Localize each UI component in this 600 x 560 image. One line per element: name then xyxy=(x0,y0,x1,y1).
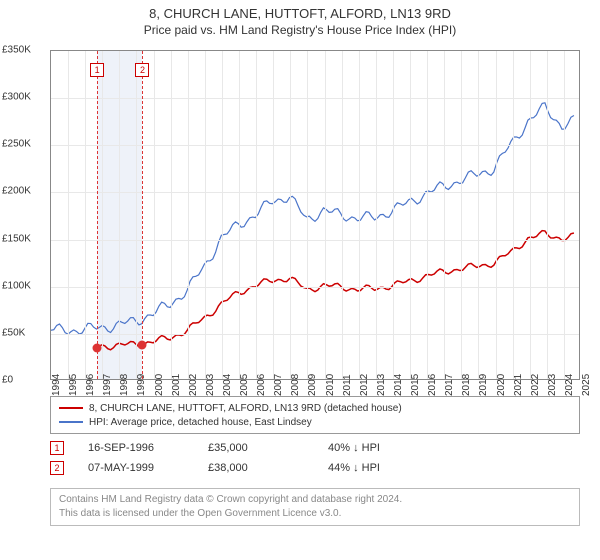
sales-row-delta: 40% ↓ HPI xyxy=(328,442,448,454)
legend-label-hpi: HPI: Average price, detached house, East… xyxy=(89,417,312,428)
x-axis-label: 1996 xyxy=(85,374,96,396)
x-axis-label: 2005 xyxy=(239,374,250,396)
sales-row: 2 07-MAY-1999£38,00044% ↓ HPI xyxy=(50,458,580,478)
sale-line xyxy=(97,51,98,379)
legend-swatch-price xyxy=(59,407,83,409)
line-series-layer xyxy=(51,51,579,379)
series-price xyxy=(97,231,574,350)
license-line-1: Contains HM Land Registry data © Crown c… xyxy=(59,493,571,507)
legend-swatch-hpi xyxy=(59,421,83,423)
x-axis-label: 2020 xyxy=(496,374,507,396)
x-axis-label: 2002 xyxy=(188,374,199,396)
x-axis-label: 2013 xyxy=(376,374,387,396)
x-axis-label: 2015 xyxy=(410,374,421,396)
x-axis-label: 1994 xyxy=(51,374,62,396)
x-axis-label: 2009 xyxy=(307,374,318,396)
x-axis-label: 2003 xyxy=(205,374,216,396)
x-axis-label: 2011 xyxy=(342,374,353,396)
chart-subtitle: Price paid vs. HM Land Registry's House … xyxy=(0,23,600,37)
license-line-2: This data is licensed under the Open Gov… xyxy=(59,507,571,521)
x-axis-label: 2019 xyxy=(478,374,489,396)
y-axis-label: £300K xyxy=(2,92,31,103)
legend-row-hpi: HPI: Average price, detached house, East… xyxy=(59,415,571,429)
y-axis-label: £100K xyxy=(2,280,31,291)
x-axis-label: 2007 xyxy=(273,374,284,396)
sales-row: 1 16-SEP-1996£35,00040% ↓ HPI xyxy=(50,438,580,458)
chart-container: 8, CHURCH LANE, HUTTOFT, ALFORD, LN13 9R… xyxy=(0,0,600,560)
license-box: Contains HM Land Registry data © Crown c… xyxy=(50,488,580,526)
x-axis-label: 2016 xyxy=(427,374,438,396)
plot-area: 1994199519961997199819992000200120022003… xyxy=(50,50,580,380)
legend-row-price: 8, CHURCH LANE, HUTTOFT, ALFORD, LN13 9R… xyxy=(59,401,571,415)
x-axis-label: 1998 xyxy=(119,374,130,396)
y-axis-label: £150K xyxy=(2,233,31,244)
sale-line xyxy=(142,51,143,379)
chart-title: 8, CHURCH LANE, HUTTOFT, ALFORD, LN13 9R… xyxy=(0,6,600,21)
sale-dot-2 xyxy=(138,341,147,350)
x-axis-label: 2023 xyxy=(547,374,558,396)
sales-table: 1 16-SEP-1996£35,00040% ↓ HPI 2 07-MAY-1999… xyxy=(50,438,580,478)
x-axis-label: 2022 xyxy=(530,374,541,396)
x-axis-label: 2018 xyxy=(461,374,472,396)
sales-row-date: 07-MAY-1999 xyxy=(88,462,208,474)
legend-label-price: 8, CHURCH LANE, HUTTOFT, ALFORD, LN13 9R… xyxy=(89,403,402,414)
y-axis-label: £0 xyxy=(2,375,13,386)
x-axis-label: 1997 xyxy=(102,374,113,396)
sales-row-delta: 44% ↓ HPI xyxy=(328,462,448,474)
x-axis-label: 2000 xyxy=(154,374,165,396)
x-axis-label: 2008 xyxy=(290,374,301,396)
y-axis-label: £250K xyxy=(2,139,31,150)
x-axis-label: 2021 xyxy=(513,374,524,396)
y-axis-label: £200K xyxy=(2,186,31,197)
sales-row-marker: 2 xyxy=(50,461,64,475)
sale-marker-1: 1 xyxy=(90,63,104,77)
x-axis-label: 2014 xyxy=(393,374,404,396)
y-axis-label: £350K xyxy=(2,45,31,56)
y-axis-label: £50K xyxy=(2,327,25,338)
x-axis-label: 2025 xyxy=(581,374,592,396)
sale-dot-1 xyxy=(93,344,102,353)
x-axis-label: 2010 xyxy=(325,374,336,396)
x-axis-label: 1995 xyxy=(68,374,79,396)
x-axis-label: 2024 xyxy=(564,374,575,396)
x-axis-label: 2001 xyxy=(171,374,182,396)
sales-row-price: £38,000 xyxy=(208,462,328,474)
x-axis-label: 2012 xyxy=(359,374,370,396)
x-axis-label: 2004 xyxy=(222,374,233,396)
sales-row-price: £35,000 xyxy=(208,442,328,454)
sales-row-marker: 1 xyxy=(50,441,64,455)
legend-box: 8, CHURCH LANE, HUTTOFT, ALFORD, LN13 9R… xyxy=(50,396,580,434)
sale-marker-2: 2 xyxy=(135,63,149,77)
sales-row-date: 16-SEP-1996 xyxy=(88,442,208,454)
x-axis-label: 2017 xyxy=(444,374,455,396)
title-area: 8, CHURCH LANE, HUTTOFT, ALFORD, LN13 9R… xyxy=(0,0,600,37)
x-axis-label: 2006 xyxy=(256,374,267,396)
